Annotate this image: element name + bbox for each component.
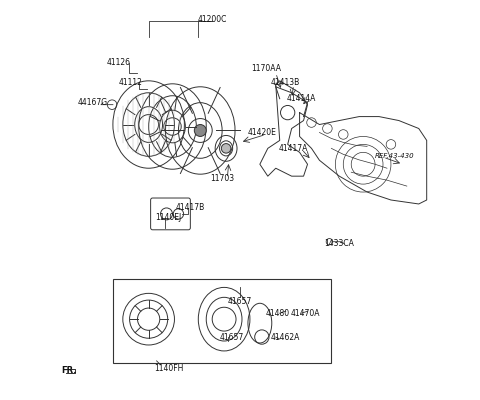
Text: 44167G: 44167G <box>78 98 108 107</box>
Text: 41413B: 41413B <box>271 78 300 87</box>
Circle shape <box>194 124 206 136</box>
Text: 41420E: 41420E <box>247 128 276 137</box>
Text: REF.43-430: REF.43-430 <box>375 153 415 159</box>
Text: 1433CA: 1433CA <box>324 239 354 248</box>
Circle shape <box>221 144 231 153</box>
Text: 41480: 41480 <box>265 309 290 318</box>
Text: 1140EJ: 1140EJ <box>156 213 181 222</box>
Text: 41657: 41657 <box>220 332 244 342</box>
Text: 1170AA: 1170AA <box>251 64 281 74</box>
Text: 41417A: 41417A <box>279 144 308 153</box>
Text: 41462A: 41462A <box>271 332 300 342</box>
Text: 41657: 41657 <box>228 297 252 306</box>
Text: 41414A: 41414A <box>287 94 316 103</box>
Text: 1140FH: 1140FH <box>154 364 183 373</box>
Text: 41470A: 41470A <box>291 309 320 318</box>
Text: 11703: 11703 <box>210 174 234 183</box>
Text: 41200C: 41200C <box>197 15 227 24</box>
Text: 41417B: 41417B <box>176 204 205 212</box>
Text: FR.: FR. <box>61 366 77 375</box>
Text: 41112: 41112 <box>119 78 143 87</box>
Text: 41126: 41126 <box>107 58 131 68</box>
